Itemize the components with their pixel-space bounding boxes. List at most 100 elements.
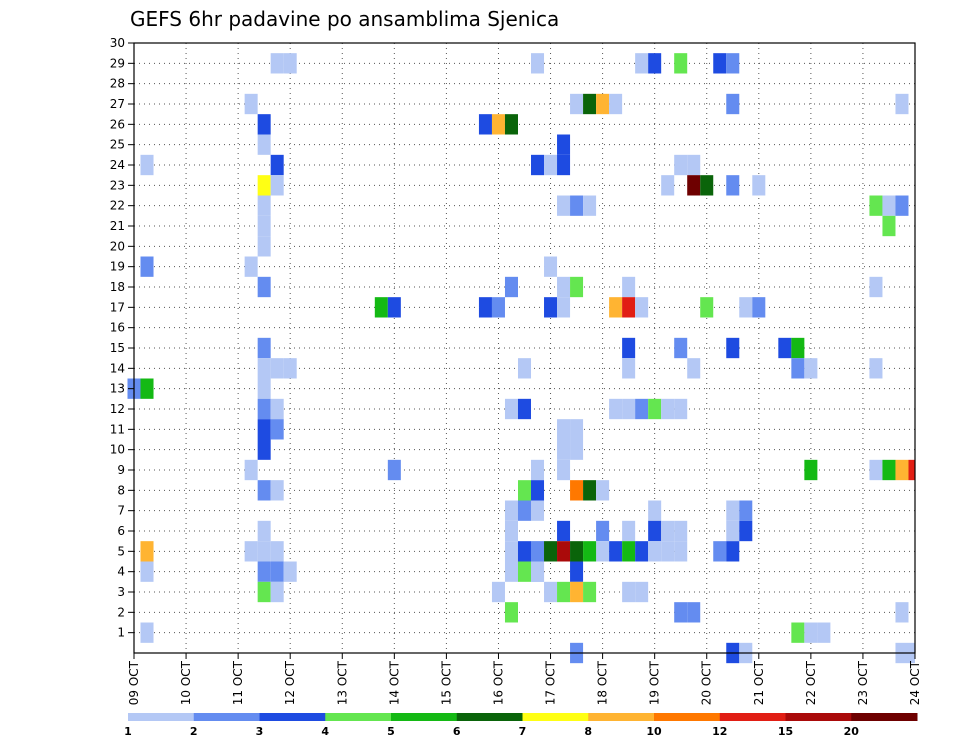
- heatmap-cell: [622, 337, 636, 359]
- heatmap-cell: [895, 93, 909, 115]
- heatmap-cell: [257, 480, 271, 501]
- heatmap-cell: [882, 215, 896, 237]
- legend-label: 6: [453, 725, 461, 738]
- y-tick-label: 9: [117, 463, 125, 477]
- y-tick-label: 25: [110, 138, 125, 152]
- legend-label: 5: [387, 725, 395, 738]
- heatmap-cell: [570, 480, 584, 501]
- heatmap-cell: [531, 154, 545, 176]
- y-tick-label: 7: [117, 504, 125, 518]
- legend-color-swatch: [522, 713, 589, 721]
- heatmap-cell: [596, 93, 610, 115]
- heatmap-cell: [504, 520, 518, 542]
- heatmap-cell: [908, 459, 915, 481]
- heatmap-cell: [583, 480, 597, 501]
- heatmap-cell: [648, 520, 662, 542]
- heatmap-cell: [596, 480, 610, 501]
- heatmap-cell: [661, 541, 675, 562]
- heatmap-cell: [570, 561, 584, 582]
- heatmap-cell: [583, 195, 597, 216]
- heatmap-cell: [557, 195, 571, 216]
- legend-color-swatch: [259, 713, 326, 721]
- heatmap-cell: [726, 520, 740, 542]
- heatmap-cell: [478, 297, 492, 318]
- heatmap-cell: [895, 195, 909, 216]
- heatmap-cell: [791, 337, 805, 359]
- heatmap-cell: [804, 622, 818, 643]
- x-tick-label: 16 OCT: [491, 660, 505, 705]
- heatmap-cell: [687, 602, 701, 623]
- heatmap-cell: [140, 561, 154, 582]
- heatmap-cell: [387, 459, 401, 481]
- heatmap-cell: [531, 459, 545, 481]
- legend-label: 20: [844, 725, 860, 738]
- chart-title: GEFS 6hr padavine po ansamblima Sjenica: [130, 7, 559, 31]
- x-tick-label: 15 OCT: [439, 660, 453, 705]
- legend-color-swatch: [456, 713, 523, 721]
- heatmap-cell: [544, 297, 558, 318]
- heatmap-cell: [517, 561, 532, 582]
- x-tick-label: 24 OCT: [908, 660, 922, 705]
- heatmap-cell: [517, 480, 532, 501]
- legend-label: 3: [256, 725, 264, 738]
- heatmap-cell: [257, 215, 271, 237]
- heatmap-cell: [270, 480, 284, 501]
- heatmap-cell: [557, 297, 571, 318]
- legend-color-swatch: [128, 713, 195, 721]
- heatmap-cell: [531, 541, 545, 562]
- heatmap-cell: [700, 175, 714, 196]
- legend-color-swatch: [785, 713, 852, 721]
- heatmap-cell: [648, 541, 662, 562]
- x-axis-ticks: 09 OCT 10 OCT 11 OCT 12 OCT 13 OCT 14 OCT 15 O…: [127, 653, 922, 705]
- heatmap-cell: [609, 93, 623, 115]
- heatmap-cell: [257, 520, 271, 542]
- heatmap-cell: [257, 134, 271, 155]
- legend-color-swatch: [588, 713, 655, 721]
- legend-label: 4: [321, 725, 329, 738]
- heatmap-cell: [531, 53, 545, 74]
- heatmap-cell: [817, 622, 831, 643]
- heatmap-cell: [778, 337, 792, 359]
- x-tick-label: 13 OCT: [335, 660, 349, 705]
- heatmap-cell: [583, 541, 597, 562]
- heatmap-cell: [557, 520, 571, 542]
- heatmap-cell: [504, 398, 518, 420]
- heatmap-cell: [648, 500, 662, 521]
- y-tick-label: 2: [117, 605, 125, 619]
- heatmap-cell: [674, 154, 688, 176]
- heatmap-cell: [674, 337, 688, 359]
- y-tick-label: 24: [110, 158, 125, 172]
- y-tick-label: 26: [110, 117, 125, 131]
- heatmap-cell: [491, 114, 505, 135]
- heatmap-cell: [557, 541, 571, 562]
- heatmap-cell: [687, 175, 701, 196]
- heatmap-cell: [622, 541, 636, 562]
- legend-label: 7: [519, 725, 527, 738]
- heatmap-cell: [270, 581, 284, 603]
- y-tick-label: 30: [110, 36, 125, 50]
- heatmap-cell: [739, 500, 753, 521]
- heatmap-cell: [635, 398, 649, 420]
- x-tick-label: 20 OCT: [700, 660, 714, 705]
- heatmap-cell: [257, 236, 271, 257]
- y-tick-label: 20: [110, 239, 125, 253]
- heatmap-cell: [557, 154, 571, 176]
- y-tick-label: 4: [117, 565, 125, 579]
- heatmap-cell: [504, 602, 518, 623]
- y-tick-label: 13: [110, 382, 125, 396]
- x-tick-label: 23 OCT: [856, 660, 870, 705]
- heatmap-cell: [674, 398, 688, 420]
- heatmap-cell: [583, 581, 597, 603]
- heatmap-cell: [257, 398, 271, 420]
- heatmap-cell: [283, 561, 297, 582]
- heatmap-cell: [504, 561, 518, 582]
- y-axis-ticks: 1234567891011121314151617181920212223242…: [110, 36, 134, 640]
- heatmap-cell: [869, 358, 883, 379]
- heatmap-cell: [270, 398, 284, 420]
- heatmap-cell: [752, 175, 766, 196]
- y-tick-label: 19: [110, 260, 125, 274]
- heatmap-cell: [257, 276, 271, 298]
- heatmap-cell: [635, 581, 649, 603]
- heatmap-cell: [478, 114, 492, 135]
